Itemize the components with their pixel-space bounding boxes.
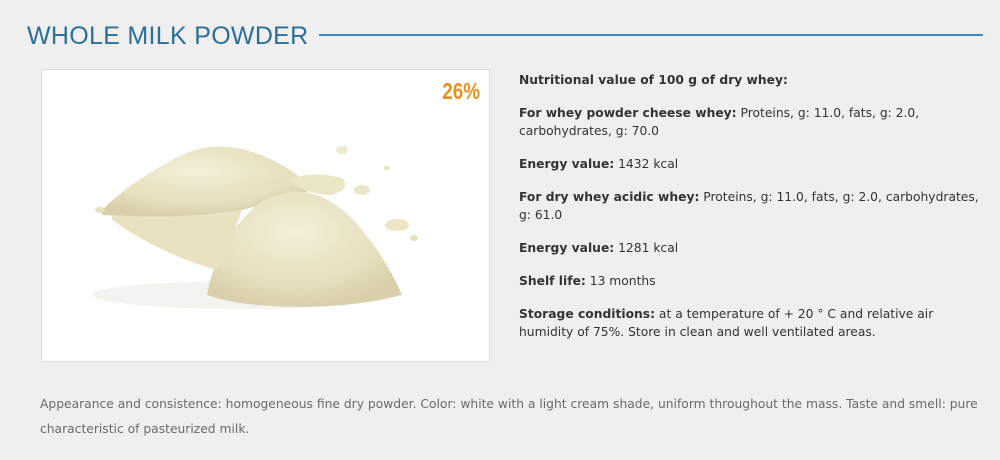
info-storage: Storage conditions: at a temperature of … xyxy=(519,307,934,339)
info-energy-acidic: Energy value: 1281 kcal xyxy=(519,241,679,255)
nutrition-heading: Nutritional value of 100 g of dry whey: xyxy=(519,73,788,87)
title-divider xyxy=(318,34,983,36)
info-acidic-whey: For dry whey acidic whey: Proteins, g: 1… xyxy=(519,190,979,222)
product-description: Appearance and consistence: homogeneous … xyxy=(40,397,978,436)
fat-percentage-badge: 26% xyxy=(442,78,480,104)
info-shelf-life: Shelf life: 13 months xyxy=(519,274,656,288)
section-header: WHOLE MILK POWDER xyxy=(27,22,983,51)
info-cheese-whey: For whey powder cheese whey: Proteins, g… xyxy=(519,106,920,138)
milk-powder-illustration xyxy=(92,146,418,309)
product-image: 26% xyxy=(41,69,490,362)
section-title: WHOLE MILK POWDER xyxy=(27,22,309,50)
info-energy-cheese: Energy value: 1432 kcal xyxy=(519,157,679,171)
nutrition-info: Nutritional value of 100 g of dry whey: … xyxy=(519,71,979,356)
